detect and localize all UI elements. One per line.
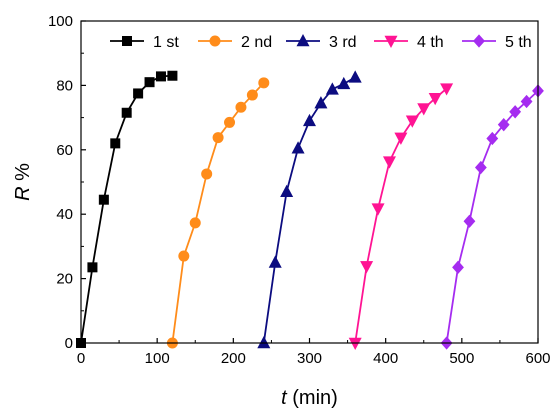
series-3 [257,70,362,349]
data-point [133,88,144,99]
legend-label: 5 th [505,34,532,51]
data-point [325,82,339,95]
series-line [445,90,539,344]
legend-label: 3 rd [329,34,357,51]
data-point [98,194,109,205]
y-axis-unit: % [12,163,34,187]
legend-label: 2 nd [241,34,272,51]
data-point [291,141,305,154]
y-tick-label: 0 [65,335,73,352]
data-point [155,71,166,82]
legend-label: 4 th [417,34,444,51]
data-point [212,132,224,144]
data-point [303,113,316,127]
data-point [348,337,362,350]
data-point [201,168,213,180]
series-line [171,82,265,344]
data-point [452,260,464,274]
y-axis-variable: R [12,186,34,200]
x-tick-label: 200 [221,350,246,367]
series-5 [440,84,544,350]
data-point [189,217,201,229]
x-tick-label: 100 [145,350,170,367]
legend-marker [122,35,133,46]
legend-item: 2 nd [198,34,272,51]
data-point [178,250,190,262]
data-point [314,96,328,109]
series-2 [166,77,270,349]
legend-item: 1 st [110,34,179,51]
data-point [87,262,98,273]
series-4 [348,83,454,350]
legend-marker [384,35,398,48]
legend: 1 st 2 nd 3 rd 4 th 5 th [110,34,532,51]
data-point [520,94,533,109]
data-point [257,336,271,349]
data-point [268,255,282,268]
data-point [280,184,294,197]
data-point [360,261,374,274]
x-tick-label: 300 [297,350,322,367]
data-point [337,76,351,90]
legend-item: 4 th [374,34,444,51]
data-point [509,105,522,119]
data-point [235,101,247,113]
series-1 [76,70,178,348]
data-point [486,131,499,146]
data-point [246,89,258,101]
y-tick-label: 20 [56,271,73,288]
y-tick-label: 60 [56,142,73,159]
legend-item: 5 th [462,34,532,51]
data-point [417,103,431,116]
data-point [463,214,476,228]
x-axis-unit: (min) [287,387,338,409]
data-point [121,107,132,118]
x-tick-label: 500 [449,350,474,367]
data-point [371,203,385,216]
data-point [348,70,362,83]
legend-marker [209,35,221,47]
plot-frame [80,20,539,344]
data-point [394,132,408,145]
x-axis-variable: t [281,387,288,409]
data-point [440,83,454,96]
plot-area [76,70,544,350]
data-point [144,77,155,88]
data-point [497,118,510,132]
x-tick-label: 600 [525,350,550,367]
data-point [405,115,419,128]
y-tick-label: 100 [48,13,73,30]
data-point [382,156,396,169]
series-line [354,87,448,344]
legend-label: 1 st [153,34,179,51]
data-point [474,160,487,175]
data-point [224,116,236,128]
y-tick-label: 40 [56,206,73,223]
y-tick-label: 80 [56,77,73,94]
data-point [167,70,178,81]
data-point [258,77,270,89]
x-tick-label: 400 [373,350,398,367]
legend-marker [296,34,310,47]
legend-marker [473,34,485,48]
axis-ticks: 0 100 200 300 400 500 600 0 20 40 60 80 100 [48,13,551,367]
x-axis-title: t (min) [281,387,338,409]
y-axis-title: R % [12,163,34,201]
legend-item: 3 rd [286,34,357,51]
x-tick-label: 0 [77,350,85,367]
data-point [428,92,442,106]
data-point [110,138,121,149]
